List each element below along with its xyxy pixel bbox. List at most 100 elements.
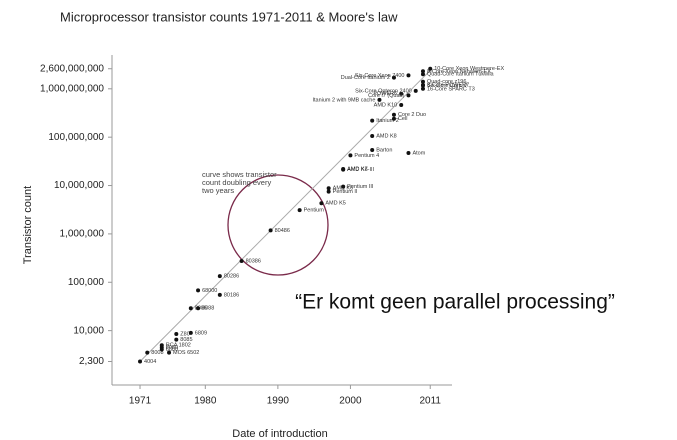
data-point bbox=[370, 147, 375, 152]
data-point bbox=[406, 93, 411, 98]
data-point bbox=[319, 201, 324, 206]
point-label: Pentium III bbox=[347, 184, 374, 190]
y-tick-label: 1,000,000 bbox=[60, 229, 105, 240]
y-axis-label: Transistor count bbox=[22, 186, 34, 264]
data-point bbox=[370, 118, 375, 123]
data-point bbox=[341, 184, 346, 189]
point-label: AMD K10 bbox=[374, 102, 398, 108]
point-label: Six-Core Core i7 bbox=[427, 83, 468, 89]
data-point bbox=[167, 350, 172, 355]
point-label: 6809 bbox=[195, 330, 207, 336]
data-point bbox=[159, 343, 164, 348]
data-point bbox=[188, 306, 193, 311]
point-label: Six-Core Opteron 2400 bbox=[355, 88, 412, 94]
data-point bbox=[159, 347, 164, 352]
data-point bbox=[145, 350, 150, 355]
point-label: POWER6 bbox=[373, 91, 397, 97]
y-tick-label: 2,600,000,000 bbox=[40, 63, 104, 74]
x-tick-label: 2011 bbox=[419, 396, 441, 407]
point-label: 8086 bbox=[195, 306, 207, 312]
point-label: 16-Core SPARC T3 bbox=[427, 86, 475, 92]
point-label: Six-Core Xeon 7400 bbox=[355, 73, 405, 79]
point-label: Core i7 (Quad) bbox=[368, 93, 405, 99]
y-tick-label: 100,000 bbox=[68, 277, 105, 288]
annotation-line: two years bbox=[202, 186, 234, 195]
data-point bbox=[348, 153, 353, 158]
point-label: Core 2 Duo bbox=[398, 112, 426, 118]
data-point bbox=[239, 259, 244, 264]
data-point bbox=[399, 102, 404, 107]
point-label: Itanium 2 with 9MB cache bbox=[312, 97, 375, 103]
point-label: 8080 bbox=[166, 345, 178, 351]
point-label: 8-Core POWER7 bbox=[427, 82, 469, 88]
annotation: curve shows transistor count doubling eve… bbox=[202, 170, 277, 195]
y-tick-label: 10,000,000 bbox=[54, 180, 104, 191]
x-tick-label: 2000 bbox=[339, 396, 362, 407]
y-tick-label: 100,000,000 bbox=[48, 132, 104, 143]
data-point bbox=[138, 359, 143, 364]
point-label: RCA 1802 bbox=[166, 343, 191, 349]
chart-title: Microprocessor transistor counts 1971-20… bbox=[60, 9, 398, 24]
point-label: AMD K8 bbox=[376, 133, 396, 139]
data-point bbox=[420, 82, 425, 87]
point-label: MOS 6502 bbox=[173, 350, 199, 356]
data-point bbox=[391, 112, 396, 117]
point-label: Z80 bbox=[180, 332, 189, 338]
point-label: AMD K6-III bbox=[347, 167, 374, 173]
x-tick-label: 1980 bbox=[194, 396, 217, 407]
data-point bbox=[406, 73, 411, 78]
point-label: 68000 bbox=[202, 288, 217, 294]
point-label: 8008 bbox=[151, 350, 163, 356]
data-point bbox=[196, 288, 201, 293]
trend-line bbox=[139, 70, 431, 362]
point-label: Pentium 4 bbox=[354, 153, 379, 159]
x-tick-label: 1990 bbox=[267, 396, 290, 407]
data-point bbox=[341, 166, 346, 171]
data-point bbox=[268, 228, 273, 233]
point-label: 6800 bbox=[166, 347, 178, 353]
quote: “Er komt geen parallel processing” bbox=[295, 291, 615, 314]
point-label: Pentium bbox=[304, 208, 325, 214]
annotation-line: count doubling every bbox=[202, 178, 271, 187]
y-tick-label: 2,300 bbox=[79, 356, 104, 367]
highlight-circle bbox=[227, 174, 329, 276]
data-point bbox=[391, 116, 396, 121]
point-label: Cell bbox=[398, 116, 407, 122]
data-point bbox=[420, 72, 425, 77]
point-label: 80286 bbox=[224, 274, 239, 280]
point-label: Dual-Core Itanium 2 bbox=[341, 75, 390, 81]
point-label: 80486 bbox=[275, 228, 290, 234]
data-point bbox=[297, 208, 302, 213]
x-tick-label: 1971 bbox=[129, 396, 152, 407]
point-label: 8085 bbox=[180, 337, 192, 343]
data-point bbox=[326, 186, 331, 191]
data-point bbox=[420, 86, 425, 91]
data-point bbox=[174, 337, 179, 342]
point-label: 4004 bbox=[144, 359, 156, 365]
point-label: 10-Core Xeon Westmere-EX bbox=[434, 66, 504, 72]
point-label: AMD K6 bbox=[333, 186, 353, 192]
point-label: 80186 bbox=[224, 292, 239, 298]
annotation-line: curve shows transistor bbox=[202, 170, 277, 179]
point-label: Barton bbox=[376, 147, 392, 153]
data-point bbox=[174, 332, 179, 337]
point-label: 80386 bbox=[246, 258, 261, 264]
point-label: 8-Core Xeon Nehalem-EX bbox=[427, 69, 491, 75]
point-label: AMD K5 bbox=[325, 201, 345, 207]
data-point bbox=[420, 79, 425, 84]
data-point bbox=[217, 274, 222, 279]
y-tick-label: 1,000,000,000 bbox=[40, 83, 104, 94]
data-point bbox=[326, 189, 331, 194]
data-point bbox=[217, 292, 222, 297]
point-label: Quad-core z196 bbox=[427, 79, 466, 85]
point-label: Atom bbox=[412, 150, 425, 156]
data-point bbox=[196, 306, 201, 311]
data-point bbox=[399, 91, 404, 96]
y-tick-label: 10,000 bbox=[73, 325, 104, 336]
point-label: Pentium II bbox=[333, 189, 358, 195]
data-point bbox=[413, 88, 418, 93]
data-point bbox=[420, 69, 425, 74]
data-point bbox=[428, 66, 433, 71]
data-point bbox=[406, 151, 411, 156]
